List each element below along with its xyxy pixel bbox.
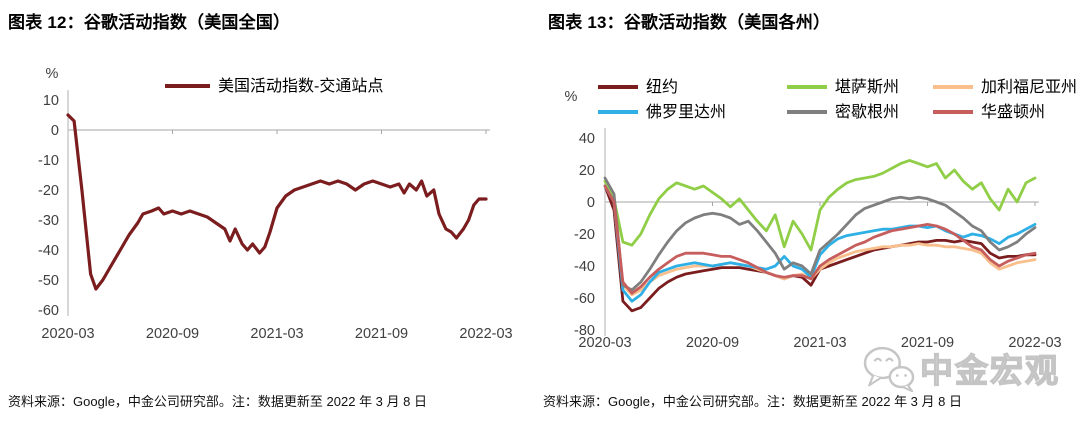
legend-label-加利福尼亚州: 加利福尼亚州 [981, 78, 1077, 96]
x-tick-label: 2020-03 [41, 326, 94, 342]
x-tick-label: 2022-03 [1008, 335, 1061, 351]
y-tick-label: -20 [38, 183, 59, 199]
y-tick-label: -60 [574, 291, 595, 307]
y-tick-label: -40 [38, 243, 59, 259]
legend-label-堪萨斯州: 堪萨斯州 [835, 78, 899, 96]
y-tick-label: 40 [579, 131, 595, 147]
legend-label-佛罗里达州: 佛罗里达州 [646, 103, 726, 121]
legend-label-华盛顿州: 华盛顿州 [981, 103, 1045, 121]
y-axis-unit-label: % [46, 66, 59, 82]
x-tick-label: 2021-03 [793, 335, 846, 351]
x-tick-label: 2021-09 [355, 326, 408, 342]
y-tick-label: 0 [51, 123, 59, 139]
x-tick-label: 2021-03 [250, 326, 303, 342]
figure-12-title: 图表 12：谷歌活动指数（美国全国） [8, 13, 291, 32]
figure-13-source-note: 资料来源：Google，中金公司研究部。注：数据更新至 2022 年 3 月 8… [543, 394, 962, 409]
x-tick-label: 2020-03 [578, 335, 631, 351]
y-tick-label: -40 [574, 259, 595, 275]
figure-12-source-note: 资料来源：Google，中金公司研究部。注：数据更新至 2022 年 3 月 8… [8, 394, 427, 409]
states-activity-line-chart: 40 20 0 -20 -40 -60 -80% 2020-03 2020-09 2021-03 2… [565, 78, 1077, 351]
series-line-加利福尼亚州 [603, 184, 1037, 297]
series-line-堪萨斯州 [603, 159, 1037, 252]
y-tick-label: 10 [43, 93, 59, 109]
y-tick-label: -20 [574, 227, 595, 243]
legend-label-纽约: 纽约 [646, 78, 678, 96]
y-tick-label: -60 [38, 303, 59, 319]
y-tick-label: -30 [38, 213, 59, 229]
series-line-佛罗里达州 [603, 184, 1037, 303]
series-line-美国活动指数-交通站点 [66, 113, 488, 291]
y-tick-label: -80 [574, 323, 595, 339]
y-tick-label: -50 [38, 273, 59, 289]
y-tick-label: -10 [38, 153, 59, 169]
figure-13-title: 图表 13：谷歌活动指数（美国各州） [548, 13, 831, 32]
legend-label-密歇根州: 密歇根州 [835, 103, 899, 121]
x-tick-label: 2020-09 [146, 326, 199, 342]
x-tick-label: 2022-03 [459, 326, 512, 342]
series-line-华盛顿州 [603, 184, 1037, 295]
x-tick-label: 2020-09 [686, 335, 739, 351]
x-tick-label: 2021-09 [901, 335, 954, 351]
y-tick-label: 0 [587, 195, 595, 211]
series-line-密歇根州 [603, 176, 1037, 292]
y-tick-label: 20 [579, 163, 595, 179]
y-axis-unit-label: % [565, 89, 578, 105]
national-activity-line-chart: 10 0 -10 -20 -30 -40 -50 -60% 2020-03 2020-09 2021… [38, 66, 513, 342]
legend-label: 美国活动指数-交通站点 [218, 77, 383, 95]
